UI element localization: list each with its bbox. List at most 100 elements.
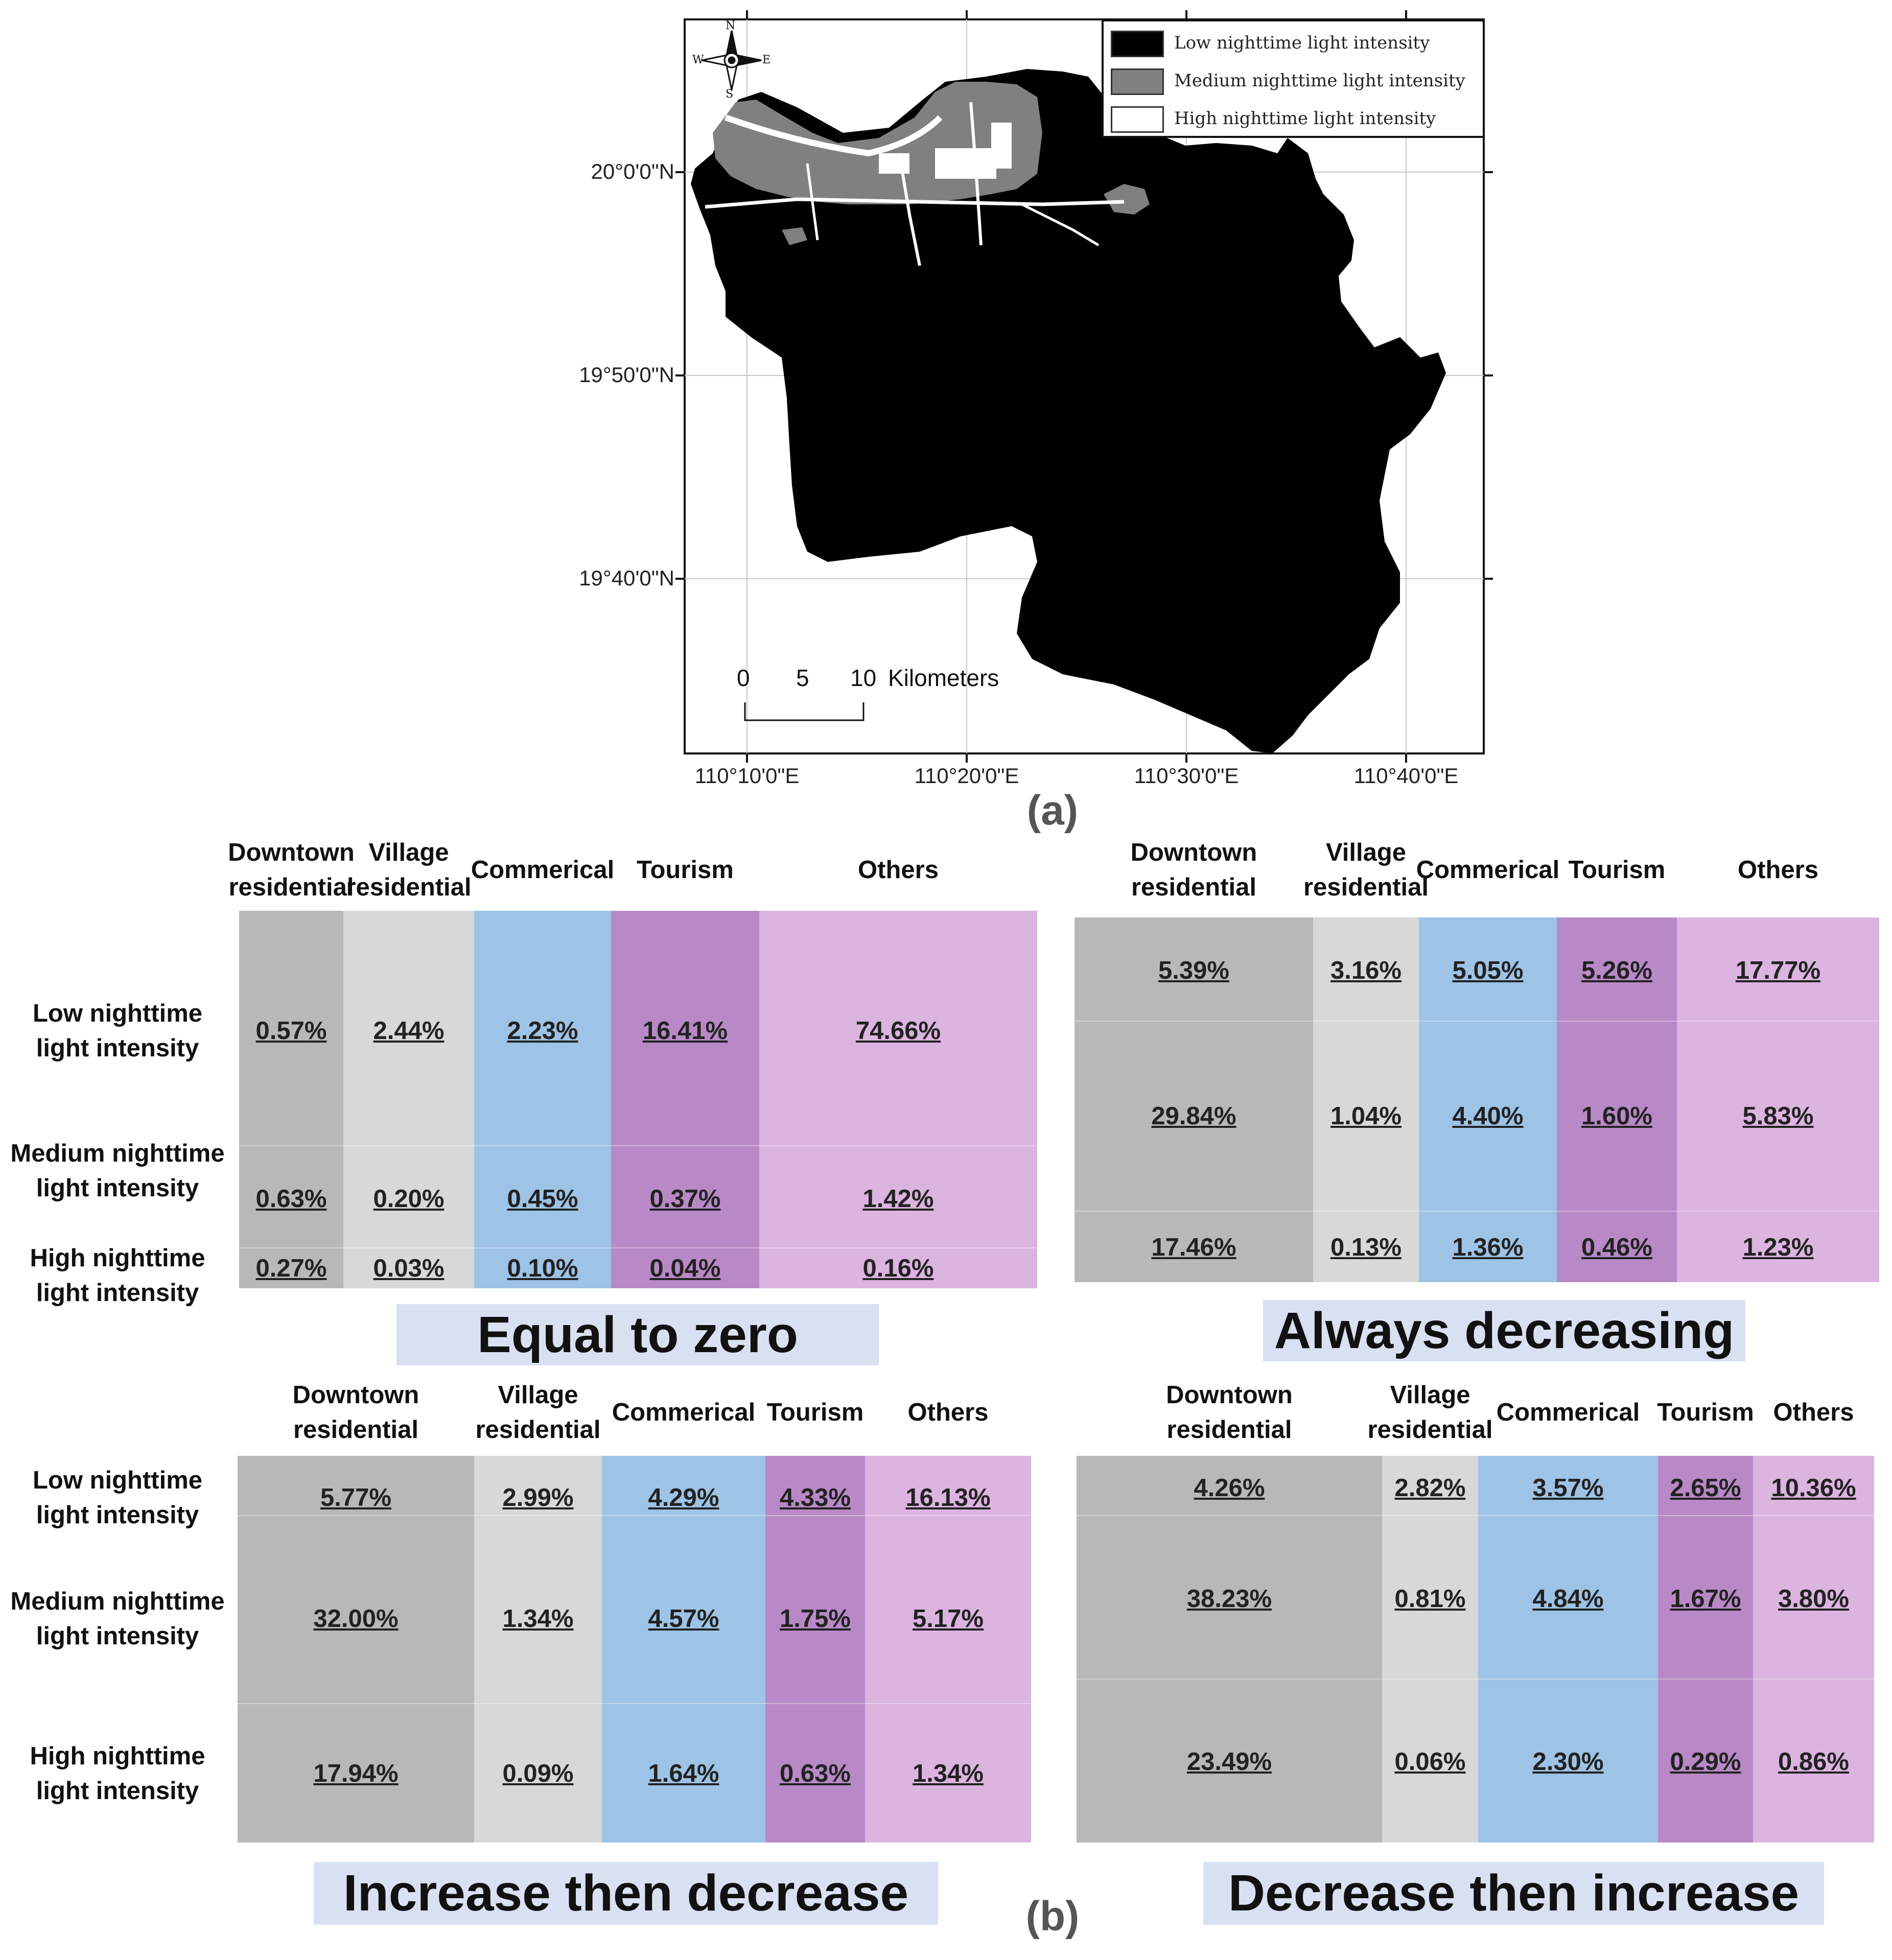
row-separator	[1075, 1021, 1879, 1022]
map-graphic	[675, 10, 1493, 763]
cell-value: 74.66%	[855, 1017, 941, 1045]
cell-value: 5.83%	[1742, 1102, 1814, 1130]
scale-tick-label: 0	[737, 665, 750, 691]
cell-value: 4.26%	[1194, 1474, 1265, 1502]
legend-swatch-medium	[1111, 68, 1164, 95]
category-band	[474, 911, 611, 1288]
column-header: Downtown residential	[1166, 1381, 1293, 1444]
lat-label: 19°40'0"N	[579, 566, 674, 590]
scale-tick-label: 5	[796, 665, 809, 691]
column-header: Downtown residential	[1130, 839, 1257, 901]
column-header: Commerical	[1496, 1399, 1640, 1426]
column-header: Commerical	[612, 1399, 756, 1426]
cell-value: 17.77%	[1735, 957, 1821, 984]
category-band	[474, 1456, 602, 1843]
panel-b-label: (b)	[1025, 1893, 1080, 1940]
row-header: High nighttime light intensity	[30, 1742, 205, 1805]
east-label: E	[762, 54, 771, 66]
cell-value: 1.34%	[502, 1605, 574, 1633]
cell-value: 0.10%	[507, 1255, 578, 1282]
scale-bar	[744, 702, 865, 721]
cell-value: 0.46%	[1581, 1234, 1652, 1261]
column-header: Village residential	[346, 839, 472, 901]
column-header: Others	[1773, 1399, 1854, 1426]
column-header: Others	[907, 1399, 989, 1426]
cell-value: 0.63%	[780, 1760, 851, 1787]
cell-value: 10.36%	[1771, 1474, 1856, 1502]
cell-value: 1.34%	[913, 1760, 984, 1787]
cell-value: 2.82%	[1394, 1474, 1466, 1502]
category-band	[239, 911, 343, 1288]
row-separator	[239, 1145, 1037, 1146]
row-separator	[238, 1515, 1031, 1516]
cell-value: 2.23%	[507, 1017, 578, 1045]
category-band	[1075, 917, 1313, 1282]
row-separator	[1077, 1679, 1874, 1680]
south-label: S	[726, 88, 734, 101]
category-band	[1658, 1456, 1753, 1843]
column-header: Tourism	[766, 1399, 864, 1426]
cell-value: 1.23%	[1742, 1234, 1814, 1261]
cell-value: 0.06%	[1394, 1748, 1466, 1776]
legend-item: High nighttime light intensity	[1111, 106, 1479, 135]
category-band	[1077, 1456, 1382, 1843]
cell-value: 3.57%	[1532, 1474, 1604, 1502]
category-band	[1478, 1456, 1658, 1843]
lon-label: 110°20'0"E	[914, 764, 1019, 788]
cell-value: 3.16%	[1330, 957, 1402, 984]
column-header: Tourism	[637, 856, 734, 884]
column-header: Commerical	[1416, 856, 1560, 884]
column-header: Village residential	[1367, 1381, 1493, 1444]
cell-value: 17.46%	[1151, 1234, 1236, 1261]
row-header: Low nighttime light intensity	[32, 1000, 203, 1062]
cell-value: 1.60%	[1581, 1102, 1652, 1130]
category-band	[1382, 1456, 1478, 1843]
cell-value: 1.04%	[1330, 1102, 1402, 1130]
legend-swatch-high	[1111, 106, 1164, 133]
column-header: Tourism	[1568, 856, 1666, 884]
table-caption: Always decreasing	[1263, 1300, 1745, 1361]
map-ticks	[675, 10, 1493, 763]
column-header: Downtown residential	[228, 839, 355, 901]
cell-value: 0.03%	[373, 1255, 445, 1282]
category-band	[1677, 917, 1879, 1282]
cell-value: 4.33%	[780, 1484, 851, 1512]
column-header: Village residential	[1303, 839, 1429, 901]
cell-value: 0.81%	[1394, 1585, 1466, 1613]
row-separator	[239, 1247, 1037, 1248]
cell-value: 1.67%	[1670, 1585, 1741, 1613]
cell-value: 2.44%	[373, 1017, 445, 1045]
lat-label: 19°50'0"N	[579, 363, 674, 387]
category-band	[1419, 917, 1557, 1282]
legend-item: Low nighttime light intensity	[1111, 31, 1479, 59]
legend-label: Low nighttime light intensity	[1174, 33, 1430, 53]
cell-value: 5.39%	[1158, 957, 1229, 984]
cell-value: 5.77%	[320, 1484, 391, 1512]
category-band	[611, 911, 759, 1288]
cell-value: 4.40%	[1452, 1102, 1524, 1130]
north-arrow-icon	[702, 30, 762, 90]
column-header: Others	[858, 856, 939, 884]
cell-value: 3.80%	[1778, 1585, 1849, 1613]
cell-value: 17.94%	[313, 1760, 399, 1787]
map-legend: Low nighttime light intensity Medium nig…	[1102, 19, 1485, 138]
cell-value: 0.20%	[373, 1185, 445, 1213]
category-band	[865, 1456, 1031, 1843]
cell-value: 5.26%	[1581, 957, 1652, 984]
cell-value: 0.16%	[862, 1255, 934, 1282]
cell-value: 4.84%	[1532, 1585, 1604, 1613]
column-header: Tourism	[1657, 1399, 1754, 1426]
category-band	[759, 911, 1037, 1288]
cell-value: 2.30%	[1532, 1748, 1604, 1776]
legend-swatch-low	[1111, 31, 1164, 57]
cell-value: 2.65%	[1670, 1474, 1741, 1502]
cell-value: 38.23%	[1186, 1585, 1272, 1613]
row-header: High nighttime light intensity	[30, 1244, 205, 1307]
north-label: N	[726, 19, 736, 32]
category-band	[765, 1456, 865, 1843]
column-header: Downtown residential	[292, 1381, 419, 1444]
scale-unit-label: Kilometers	[888, 665, 999, 691]
row-separator	[238, 1703, 1031, 1704]
cell-value: 0.09%	[502, 1760, 574, 1787]
